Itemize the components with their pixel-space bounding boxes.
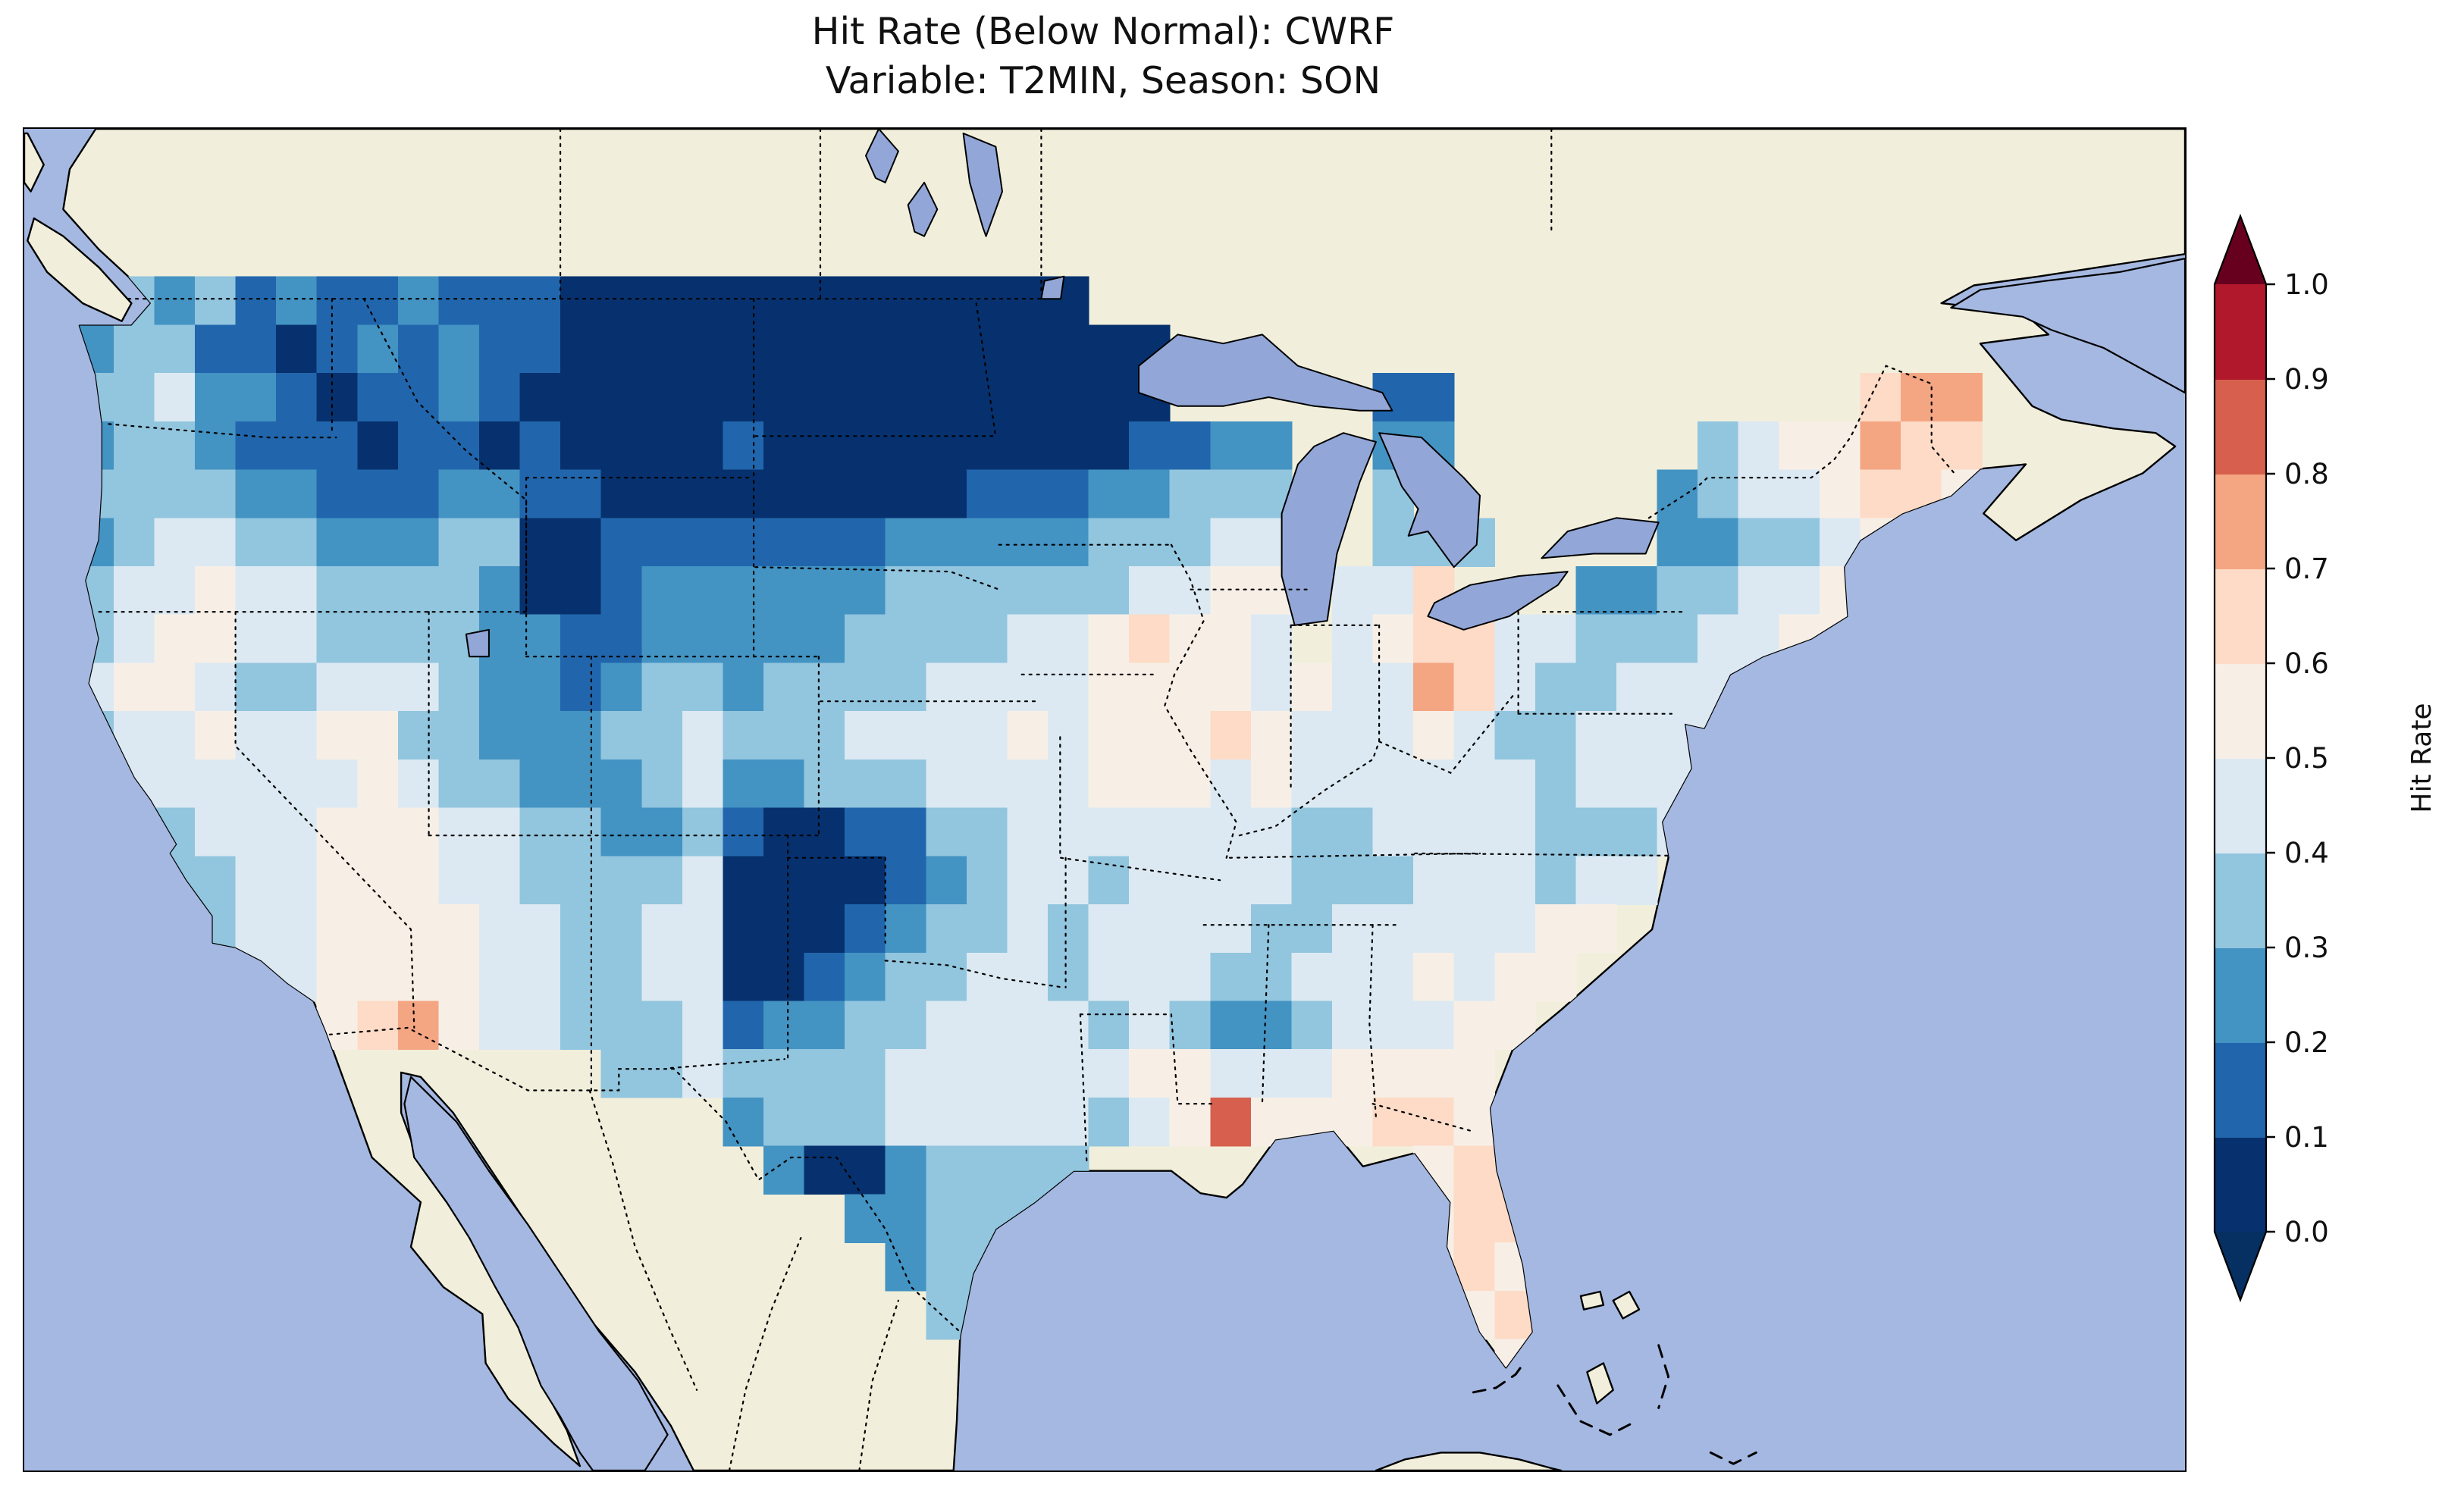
chart-title: Hit Rate (Below Normal): CWRF xyxy=(811,10,1395,53)
svg-text:0.5: 0.5 xyxy=(2284,742,2329,775)
svg-text:1.0: 1.0 xyxy=(2284,268,2329,301)
map-plot xyxy=(23,127,2187,1472)
svg-text:Hit Rate: Hit Rate xyxy=(2406,703,2437,813)
chart-title-block: Hit Rate (Below Normal): CWRF Variable: … xyxy=(23,8,2183,105)
svg-text:0.8: 0.8 xyxy=(2284,458,2329,490)
svg-text:0.6: 0.6 xyxy=(2284,647,2329,680)
svg-text:0.9: 0.9 xyxy=(2284,363,2329,396)
svg-text:0.2: 0.2 xyxy=(2284,1026,2329,1059)
colorbar: 0.0 0.1 0.2 0.3 0.4 0.5 0.6 0.7 0.8 0.9 1.0 Hit Rat… xyxy=(2203,205,2453,1387)
chart-subtitle: Variable: T2MIN, Season: SON xyxy=(825,58,1381,102)
svg-text:0.4: 0.4 xyxy=(2284,837,2329,869)
svg-text:0.7: 0.7 xyxy=(2284,553,2329,585)
svg-text:0.3: 0.3 xyxy=(2284,932,2329,964)
svg-text:0.1: 0.1 xyxy=(2284,1121,2329,1154)
svg-text:0.0: 0.0 xyxy=(2284,1216,2329,1248)
